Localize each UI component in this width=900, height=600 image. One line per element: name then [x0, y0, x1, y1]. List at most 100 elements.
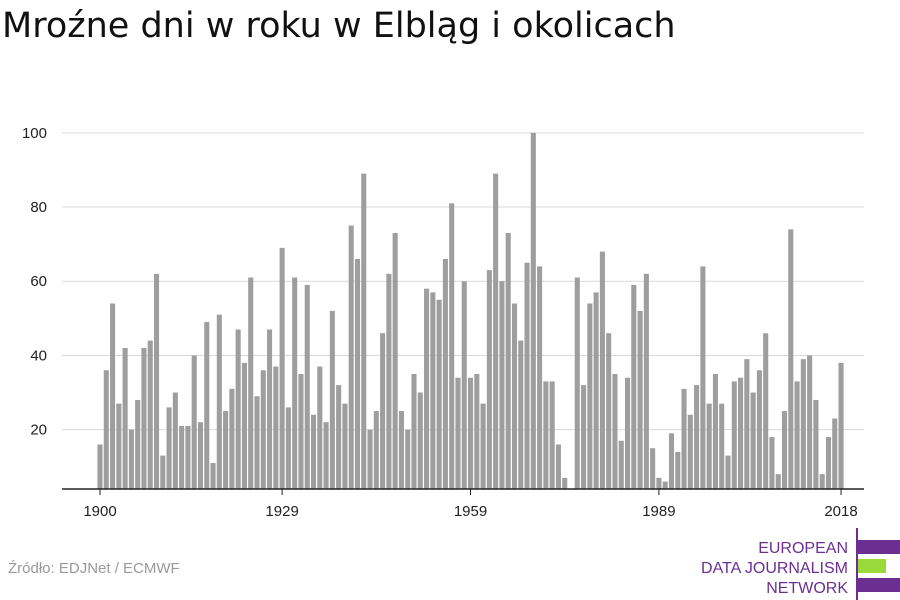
bar-1960: [474, 373, 480, 489]
x-tick-label: 1959: [454, 503, 487, 520]
bar-1908: [147, 340, 153, 489]
bar-1974: [562, 477, 568, 489]
bar-1970: [537, 266, 543, 489]
bar-2016: [825, 437, 832, 489]
bar-1976: [574, 277, 580, 489]
bar-1942: [361, 173, 367, 489]
x-tick-label: 1989: [642, 503, 675, 520]
bar-1972: [549, 381, 555, 489]
bar-1939: [342, 403, 348, 489]
bar-1901: [103, 370, 109, 489]
bar-1955: [442, 258, 448, 489]
bar-1946: [386, 273, 392, 489]
chart-title: Mroźne dni w roku w Elbląg i okolicach: [2, 6, 676, 46]
bar-1921: [229, 388, 235, 489]
bar-1924: [248, 277, 254, 489]
bar-1936: [323, 422, 329, 489]
bar-2001: [731, 381, 737, 489]
bar-1954: [436, 299, 442, 489]
bar-1967: [518, 340, 524, 489]
bar-2003: [744, 359, 750, 489]
bar-2018: [838, 362, 844, 489]
bar-1984: [624, 377, 631, 489]
bar-1911: [166, 407, 172, 489]
bar-1932: [298, 373, 304, 489]
x-tick-label: 1929: [265, 503, 298, 520]
y-tick-label: 20: [30, 422, 47, 439]
bar-1989: [656, 477, 662, 489]
logo-text: EUROPEAN DATA JOURNALISM NETWORK: [701, 539, 848, 599]
logo-line-2: DATA JOURNALISM: [701, 560, 848, 577]
bar-1943: [367, 429, 373, 489]
y-tick-label: 80: [30, 199, 47, 216]
bar-1923: [241, 362, 247, 489]
bar-1925: [254, 396, 260, 489]
bar-1982: [612, 373, 618, 489]
bar-1978: [587, 303, 593, 489]
bar-1998: [712, 373, 718, 489]
bar-1961: [480, 403, 486, 489]
bar-2013: [807, 355, 813, 489]
bar-1928: [273, 366, 279, 489]
bar-1952: [424, 288, 430, 489]
bar-1971: [543, 381, 549, 489]
bar-1962: [486, 270, 492, 489]
bar-1958: [461, 281, 467, 489]
bar-1963: [493, 173, 499, 489]
bar-1905: [128, 429, 134, 489]
x-tick-label: 1900: [83, 503, 116, 520]
bar-1941: [354, 258, 361, 489]
bar-2014: [813, 399, 819, 489]
bar-1986: [637, 310, 643, 489]
bar-1993: [681, 388, 687, 489]
bar-1979: [593, 292, 599, 489]
bar-1994: [687, 414, 693, 489]
bar-2004: [750, 392, 756, 489]
bar-1919: [216, 314, 222, 489]
bar-1938: [336, 385, 342, 489]
bar-1981: [606, 333, 612, 489]
bar-1965: [505, 233, 511, 489]
bar-1948: [398, 411, 404, 489]
bar-1900: [97, 444, 103, 489]
bar-1917: [204, 322, 210, 489]
bar-1969: [530, 132, 536, 489]
x-tick-label: 2018: [824, 503, 857, 520]
logo-line-1: EUROPEAN: [758, 540, 848, 557]
bar-1907: [141, 348, 147, 489]
bar-1953: [430, 292, 436, 489]
bar-2012: [800, 359, 806, 489]
bar-1945: [380, 333, 386, 489]
bar-1991: [668, 433, 675, 489]
bar-1990: [662, 481, 668, 489]
bar-1914: [185, 425, 191, 489]
logo-bar-purple-bottom: [858, 578, 900, 592]
y-tick-label: 100: [22, 125, 47, 142]
bar-2006: [763, 333, 769, 489]
bar-1904: [122, 348, 128, 489]
bar-1988: [650, 448, 656, 489]
bar-1980: [599, 251, 605, 489]
bar-2015: [819, 474, 825, 489]
bar-1929: [279, 247, 285, 489]
logo-bar-purple-top: [858, 540, 900, 554]
bar-1926: [260, 370, 266, 489]
bar-1912: [172, 392, 178, 489]
bar-1966: [511, 303, 518, 489]
bar-1922: [235, 329, 241, 489]
bar-1940: [348, 225, 354, 489]
bar-2017: [832, 418, 838, 489]
bar-1930: [285, 407, 291, 489]
bar-1957: [455, 377, 461, 489]
bar-1985: [631, 284, 637, 489]
bar-2002: [738, 377, 744, 489]
bar-1992: [675, 451, 681, 489]
y-tick-label: 60: [30, 273, 47, 290]
bar-1918: [210, 463, 216, 489]
bar-2000: [725, 455, 731, 489]
source-note: Źródło: EDJNet / ECMWF: [8, 560, 180, 577]
bar-1997: [706, 403, 712, 489]
bar-1906: [135, 399, 141, 489]
bar-1927: [267, 329, 273, 489]
